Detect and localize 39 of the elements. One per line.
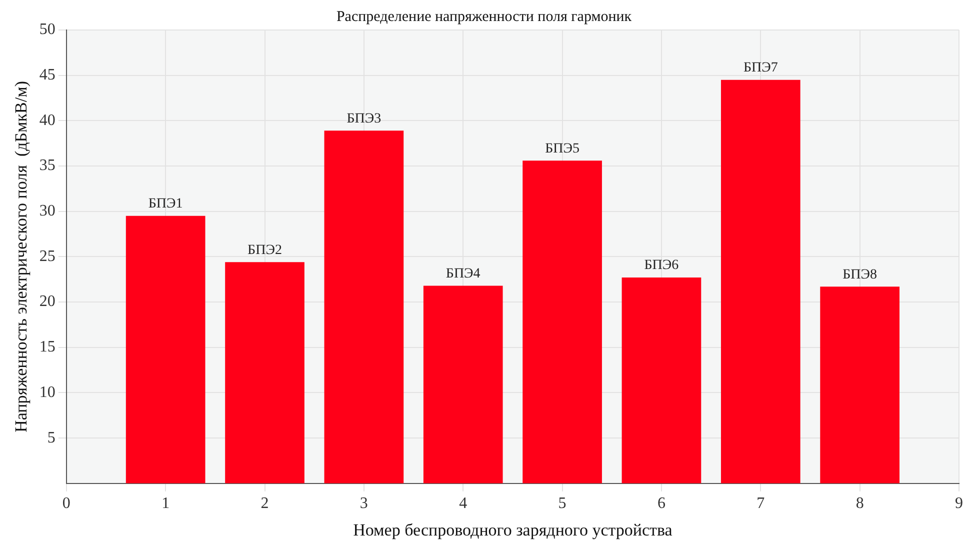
x-tick-label: 2 xyxy=(260,495,269,512)
annotation: БПЭ8 xyxy=(842,267,878,282)
annotation: БПЭ1 xyxy=(148,196,183,212)
y-tick-label: 50 xyxy=(39,21,56,38)
bar xyxy=(225,262,304,484)
y-tick-label: 45 xyxy=(39,66,56,84)
bar xyxy=(324,130,404,484)
bar xyxy=(720,80,800,484)
x-tick-label: 1 xyxy=(162,495,170,512)
annotation: БПЭ2 xyxy=(248,242,282,258)
x-tick-label: 9 xyxy=(955,495,963,512)
x-tick-label: 5 xyxy=(558,495,566,512)
annotation: БПЭ6 xyxy=(644,258,679,274)
x-tick-label: 8 xyxy=(856,495,864,512)
bar xyxy=(522,160,602,484)
y-tick-label: 25 xyxy=(39,248,56,265)
y-tick-label: 35 xyxy=(39,157,56,174)
chart-title: Распределение напряженности поля гармоник xyxy=(336,8,632,25)
y-tick-label: 20 xyxy=(39,293,56,310)
y-tick-label: 10 xyxy=(39,384,56,401)
y-tick-label: 30 xyxy=(39,202,56,220)
x-tick-label: 6 xyxy=(657,495,666,512)
bar xyxy=(622,278,702,484)
annotation: БПЭ3 xyxy=(346,111,382,126)
annotation: БПЭ5 xyxy=(545,141,580,156)
bar xyxy=(820,286,900,484)
x-tick-label: 0 xyxy=(62,495,70,512)
y-tick-label: 15 xyxy=(39,338,56,356)
x-tick-label: 7 xyxy=(756,495,765,512)
annotation: БПЭ7 xyxy=(743,60,778,76)
x-axis-title: Номер беспроводного зарядного устройства xyxy=(353,520,673,540)
y-tick-label: 40 xyxy=(39,112,56,129)
bar xyxy=(126,216,206,484)
x-tick-label: 4 xyxy=(459,495,468,512)
x-tick-label: 3 xyxy=(360,495,368,512)
annotation: БПЭ4 xyxy=(446,266,480,282)
bar xyxy=(423,286,503,484)
y-tick-label: 5 xyxy=(47,429,56,446)
y-axis-title: Напряженность электрического поля (дБмкВ/м) xyxy=(12,80,31,432)
